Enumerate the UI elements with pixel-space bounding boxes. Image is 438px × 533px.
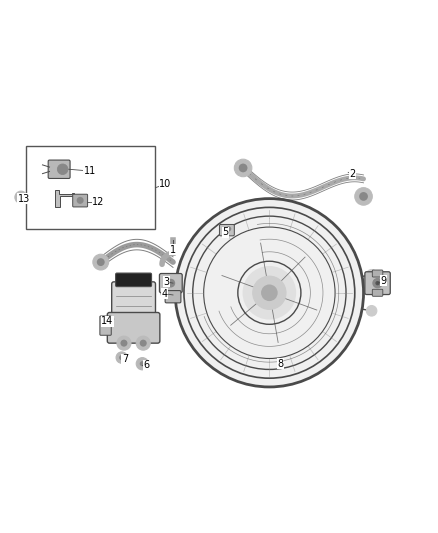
- Circle shape: [57, 164, 68, 174]
- Text: 11: 11: [84, 166, 96, 176]
- FancyBboxPatch shape: [372, 270, 383, 277]
- Text: 3: 3: [163, 277, 170, 287]
- Circle shape: [175, 199, 364, 387]
- Circle shape: [366, 305, 377, 316]
- Text: 9: 9: [380, 276, 386, 286]
- FancyBboxPatch shape: [165, 290, 181, 303]
- Circle shape: [93, 254, 109, 270]
- FancyBboxPatch shape: [365, 272, 390, 295]
- Circle shape: [166, 279, 175, 287]
- Circle shape: [97, 258, 105, 266]
- FancyBboxPatch shape: [107, 312, 160, 343]
- Circle shape: [234, 159, 252, 177]
- Circle shape: [18, 195, 24, 200]
- Text: 1: 1: [170, 245, 176, 255]
- Text: 6: 6: [144, 360, 150, 370]
- Circle shape: [140, 361, 145, 366]
- FancyBboxPatch shape: [372, 289, 383, 296]
- Circle shape: [355, 188, 372, 205]
- FancyBboxPatch shape: [48, 160, 70, 179]
- Circle shape: [136, 336, 150, 350]
- Circle shape: [366, 270, 377, 280]
- Text: 7: 7: [122, 354, 128, 365]
- Circle shape: [239, 164, 247, 172]
- Circle shape: [140, 340, 147, 346]
- FancyBboxPatch shape: [100, 316, 111, 335]
- Text: 8: 8: [277, 359, 283, 369]
- FancyBboxPatch shape: [73, 194, 88, 207]
- Circle shape: [77, 197, 84, 204]
- Circle shape: [243, 266, 296, 320]
- Text: 14: 14: [101, 316, 113, 326]
- Text: 12: 12: [92, 197, 105, 207]
- Circle shape: [15, 191, 27, 204]
- Circle shape: [120, 340, 127, 346]
- Circle shape: [117, 336, 131, 350]
- Text: 5: 5: [223, 228, 229, 237]
- Text: 13: 13: [18, 193, 30, 204]
- Circle shape: [372, 278, 383, 288]
- Circle shape: [226, 226, 231, 231]
- Circle shape: [359, 192, 368, 201]
- Circle shape: [253, 276, 286, 310]
- FancyBboxPatch shape: [159, 273, 182, 293]
- Text: 10: 10: [159, 179, 172, 189]
- Circle shape: [136, 358, 148, 370]
- Circle shape: [261, 285, 278, 301]
- Text: 2: 2: [350, 168, 356, 179]
- Text: 4: 4: [161, 289, 167, 298]
- FancyBboxPatch shape: [112, 282, 155, 319]
- FancyBboxPatch shape: [116, 273, 152, 287]
- Circle shape: [116, 352, 127, 364]
- Bar: [26, 146, 155, 229]
- FancyBboxPatch shape: [219, 224, 234, 236]
- Circle shape: [119, 355, 124, 360]
- Circle shape: [375, 281, 380, 285]
- Polygon shape: [55, 190, 74, 207]
